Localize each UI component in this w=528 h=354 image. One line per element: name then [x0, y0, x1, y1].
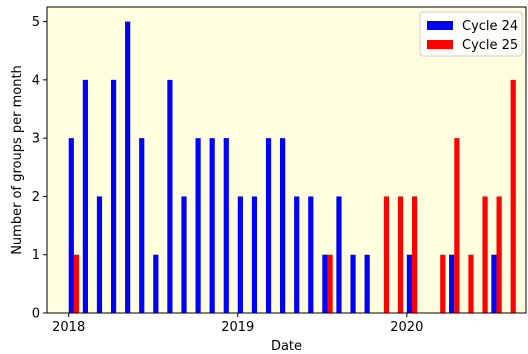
legend-swatch-0: [427, 21, 453, 30]
bar-cycle25-1: [327, 254, 333, 313]
bar-cycle24-18: [322, 254, 328, 313]
y-tick-label-3: 3: [32, 132, 40, 147]
x-axis: 2018 2019 2020: [52, 313, 423, 335]
x-axis-label: Date: [271, 339, 302, 354]
x-tick-label-2: 2020: [390, 320, 423, 335]
y-tick-label-5: 5: [32, 15, 40, 30]
bar-cycle24-14: [265, 138, 272, 313]
legend-label-1: Cycle 25: [462, 38, 518, 53]
bar-cycle24-22: [406, 254, 413, 313]
bar-cycle24-19: [336, 196, 342, 313]
y-tick-label-0: 0: [32, 307, 40, 322]
y-axis-label: Number of groups per month: [10, 65, 25, 255]
x-tick-label-1: 2019: [221, 320, 254, 335]
bar-cycle24-6: [153, 254, 159, 313]
bar-cycle24-10: [209, 138, 215, 313]
y-tick-label-1: 1: [32, 248, 40, 263]
bar-cycle24-1: [82, 79, 88, 313]
y-tick-label-4: 4: [32, 73, 40, 88]
y-tick-label-2: 2: [32, 190, 40, 205]
bar-cycle24-24: [491, 254, 497, 313]
bar-cycle24-16: [294, 196, 300, 313]
bars-layer: [68, 21, 516, 313]
bar-cycle25-4: [412, 196, 418, 313]
bar-cycle24-23: [449, 254, 455, 313]
bar-cycle24-4: [125, 21, 131, 313]
bar-cycle24-7: [167, 79, 173, 313]
bar-cycle24-15: [280, 138, 286, 313]
x-tick-label-0: 2018: [52, 320, 85, 335]
bar-cycle24-9: [195, 138, 201, 313]
bar-cycle25-6: [454, 138, 460, 313]
bar-cycle25-5: [440, 254, 446, 313]
bar-cycle24-20: [350, 254, 356, 313]
bar-cycle25-2: [383, 196, 390, 313]
bar-cycle24-5: [139, 138, 145, 313]
bar-cycle24-0: [68, 138, 74, 313]
bar-cycle24-12: [237, 196, 243, 313]
legend-label-0: Cycle 24: [462, 19, 518, 34]
bar-cycle24-21: [364, 254, 370, 313]
bar-cycle25-0: [73, 254, 80, 313]
y-axis: 0 1 2 3 4 5: [32, 15, 47, 322]
bar-cycle24-11: [223, 138, 229, 313]
legend: Cycle 24 Cycle 25: [419, 11, 523, 57]
bar-cycle24-13: [251, 196, 258, 313]
bar-cycle24-3: [110, 79, 117, 313]
bar-cycle24-8: [181, 196, 187, 313]
bar-cycle25-7: [468, 254, 474, 313]
bar-cycle25-8: [482, 196, 488, 313]
bar-cycle24-17: [308, 196, 314, 313]
bar-cycle24-2: [96, 196, 103, 313]
legend-swatch-1: [427, 40, 453, 49]
plot-frame: [46, 6, 527, 314]
bar-cycle25-3: [397, 196, 404, 313]
bar-cycle25-10: [510, 79, 516, 313]
bar-cycle25-9: [496, 196, 502, 313]
